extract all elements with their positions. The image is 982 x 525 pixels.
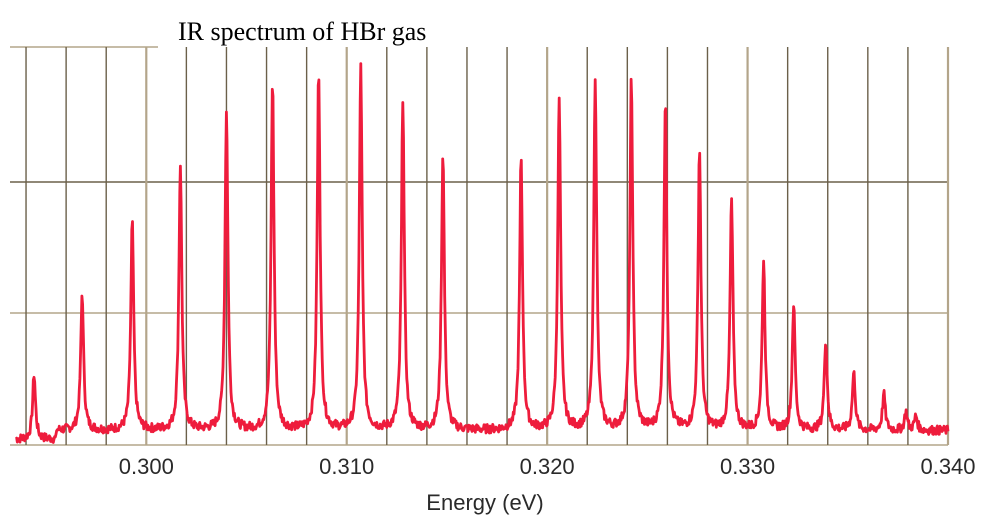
x-tick-label: 0.330 <box>720 454 775 479</box>
spectrum-line <box>15 62 950 444</box>
x-tick-label: 0.310 <box>319 454 374 479</box>
plot-grid <box>10 46 950 446</box>
x-tick-label: 0.320 <box>520 454 575 479</box>
x-axis-label: Energy (eV) <box>426 490 543 515</box>
chart-title: IR spectrum of HBr gas <box>178 17 426 46</box>
x-tick-label: 0.300 <box>119 454 174 479</box>
x-tick-label: 0.340 <box>920 454 975 479</box>
x-axis-ticks: 0.300 0.310 0.320 0.330 0.340 <box>119 454 976 479</box>
